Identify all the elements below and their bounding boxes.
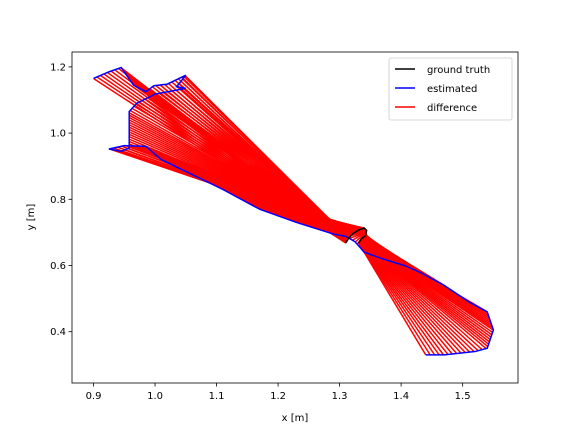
y-tick-label: 1.0: [50, 129, 66, 140]
ground-truth-series: [345, 227, 368, 244]
y-tick-label: 1.2: [50, 62, 66, 73]
x-tick-label: 1.4: [393, 391, 409, 402]
x-tick-label: 1.2: [270, 391, 286, 402]
y-axis-ticks: 0.4 0.6 0.8 1.0 1.2: [50, 62, 72, 338]
ground-truth-line: [345, 227, 368, 244]
x-tick-label: 1.1: [209, 391, 225, 402]
difference-line: [358, 242, 427, 356]
y-tick-label: 0.4: [50, 327, 66, 338]
x-tick-label: 1.5: [455, 391, 471, 402]
x-tick-label: 1.3: [332, 391, 348, 402]
x-axis-label: x [m]: [282, 413, 309, 424]
y-tick-label: 0.6: [50, 261, 66, 272]
difference-line: [358, 242, 431, 356]
difference-series: [93, 67, 494, 356]
x-axis-ticks: 0.9 1.0 1.1 1.2 1.3 1.4 1.5: [86, 383, 471, 402]
plot-frame: [71, 51, 519, 384]
difference-line: [358, 241, 449, 355]
x-tick-label: 1.0: [147, 391, 163, 402]
legend-label-ground-truth: ground truth: [427, 65, 490, 76]
difference-line: [358, 241, 453, 355]
legend-label-estimated: estimated: [427, 84, 477, 95]
estimated-series: [93, 66, 495, 356]
x-tick-label: 0.9: [86, 391, 102, 402]
legend-box: [388, 57, 513, 121]
estimated-line: [93, 66, 495, 356]
legend: ground truth estimated difference: [388, 57, 513, 121]
difference-line: [358, 242, 436, 356]
y-axis-label: y [m]: [26, 204, 37, 231]
legend-label-difference: difference: [427, 103, 477, 114]
y-tick-label: 0.8: [50, 195, 66, 206]
